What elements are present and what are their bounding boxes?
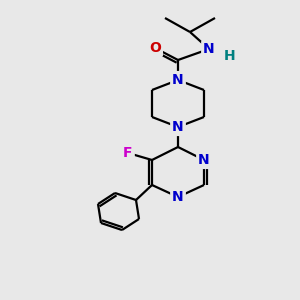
Text: N: N — [172, 120, 184, 134]
Text: N: N — [172, 190, 184, 204]
Text: N: N — [172, 73, 184, 87]
Text: N: N — [198, 153, 210, 167]
Text: N: N — [203, 42, 215, 56]
Text: H: H — [224, 49, 236, 63]
Text: O: O — [149, 41, 161, 55]
Text: F: F — [123, 146, 133, 160]
